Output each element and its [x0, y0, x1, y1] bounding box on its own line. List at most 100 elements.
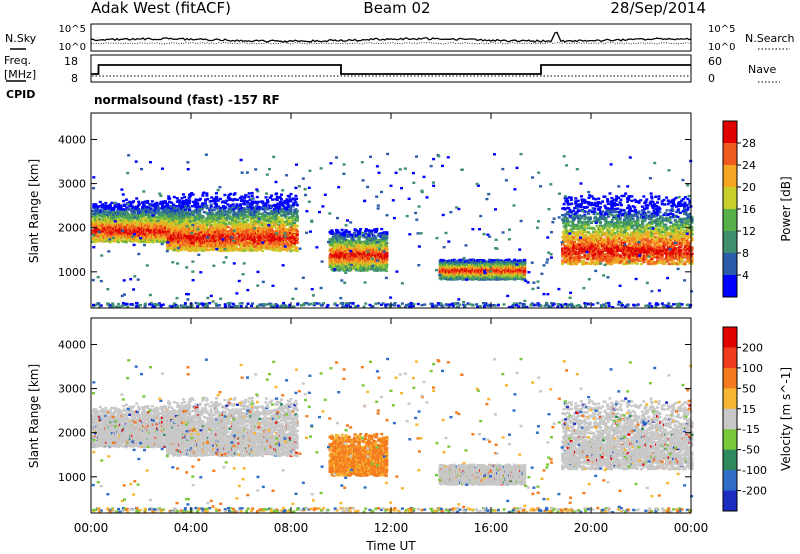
power-cell — [206, 197, 210, 201]
power-cell — [113, 206, 117, 209]
power-cell — [163, 201, 167, 204]
noise-right-tick-bottom: 10^0 — [708, 42, 735, 53]
power-cell — [128, 205, 132, 208]
power-cell — [180, 197, 184, 200]
power-cell — [246, 210, 250, 213]
power-cell — [288, 195, 291, 198]
power-cell — [120, 211, 124, 214]
power-cell — [247, 207, 251, 210]
power-cell — [216, 224, 220, 227]
power-cell — [134, 236, 137, 239]
power-cell — [223, 245, 227, 248]
power-cell — [250, 235, 253, 239]
power-cell — [212, 198, 216, 202]
power-cell — [255, 213, 259, 216]
power-cell — [152, 227, 156, 230]
power-cell — [209, 242, 213, 245]
power-cell — [228, 210, 232, 213]
power-cell — [141, 240, 145, 244]
power-cell — [131, 205, 134, 208]
power-cell — [156, 204, 160, 207]
power-cell — [210, 196, 214, 199]
power-cell — [137, 202, 141, 206]
power-cell — [137, 204, 141, 207]
power-cell — [232, 238, 236, 241]
power-cell — [114, 212, 118, 215]
power-cell — [96, 228, 100, 231]
power-cell — [226, 245, 230, 248]
power-cell — [142, 216, 146, 219]
power-cell — [216, 212, 220, 215]
power-cell — [160, 204, 164, 208]
power-cell — [135, 230, 139, 233]
power-cell — [191, 193, 195, 196]
power-cell — [280, 193, 283, 196]
power-cell — [174, 233, 178, 237]
power-cell — [250, 240, 254, 243]
power-cell — [94, 211, 98, 215]
power-cell — [113, 210, 117, 214]
power-cell — [226, 216, 230, 220]
power-cell — [104, 228, 108, 231]
power-cell — [221, 211, 225, 214]
power-cell — [226, 203, 230, 206]
power-cell — [237, 207, 241, 210]
power-cell — [169, 243, 173, 247]
power-cell — [250, 191, 254, 195]
power-cell — [131, 208, 134, 211]
power-cell — [198, 218, 202, 221]
power-cell — [205, 238, 209, 242]
power-cell — [201, 202, 205, 206]
power-cell — [185, 232, 189, 235]
power-cell — [235, 243, 239, 246]
power-cell — [178, 225, 182, 228]
power-cell — [252, 223, 256, 226]
power-cell — [147, 213, 151, 216]
power-cell — [205, 206, 209, 210]
power-cell — [218, 197, 222, 201]
power-cell — [132, 206, 136, 209]
power-cell — [239, 222, 243, 225]
power-cell — [104, 238, 108, 241]
power-cell — [208, 231, 212, 234]
power-cell — [167, 195, 171, 198]
power-cell — [224, 206, 228, 209]
power-cell — [201, 194, 205, 197]
power-cell — [157, 216, 161, 219]
power-cell — [214, 242, 218, 245]
power-cell — [190, 228, 194, 231]
power-cell — [181, 193, 185, 196]
power-cell — [179, 248, 183, 251]
power-cell — [101, 211, 105, 214]
power-cell — [109, 216, 113, 219]
freq-tick-top: 18 — [64, 55, 78, 68]
power-cell — [174, 232, 177, 235]
nave-tick-bottom: 0 — [708, 72, 715, 85]
power-cell — [248, 249, 252, 252]
power-cell — [242, 203, 246, 206]
power-cell — [199, 238, 202, 241]
power-cell — [167, 243, 171, 246]
power-cell — [154, 231, 158, 235]
power-cell — [288, 219, 291, 223]
power-cell — [175, 205, 179, 208]
power-cell — [174, 210, 178, 213]
power-cell — [247, 192, 251, 195]
power-cell — [93, 238, 97, 242]
power-cell — [184, 203, 188, 206]
power-cell — [215, 213, 219, 216]
power-cell — [174, 244, 177, 247]
power-cell — [184, 199, 188, 202]
power-cell — [222, 205, 226, 208]
power-cell — [188, 222, 192, 225]
power-cell — [175, 213, 179, 216]
power-cell — [186, 215, 190, 219]
power-cell — [158, 202, 162, 205]
power-cell — [233, 234, 237, 237]
power-cell — [246, 200, 250, 203]
power-cell — [107, 232, 111, 236]
power-cell — [250, 233, 253, 236]
power-cell — [162, 200, 166, 203]
power-cell — [142, 210, 145, 213]
